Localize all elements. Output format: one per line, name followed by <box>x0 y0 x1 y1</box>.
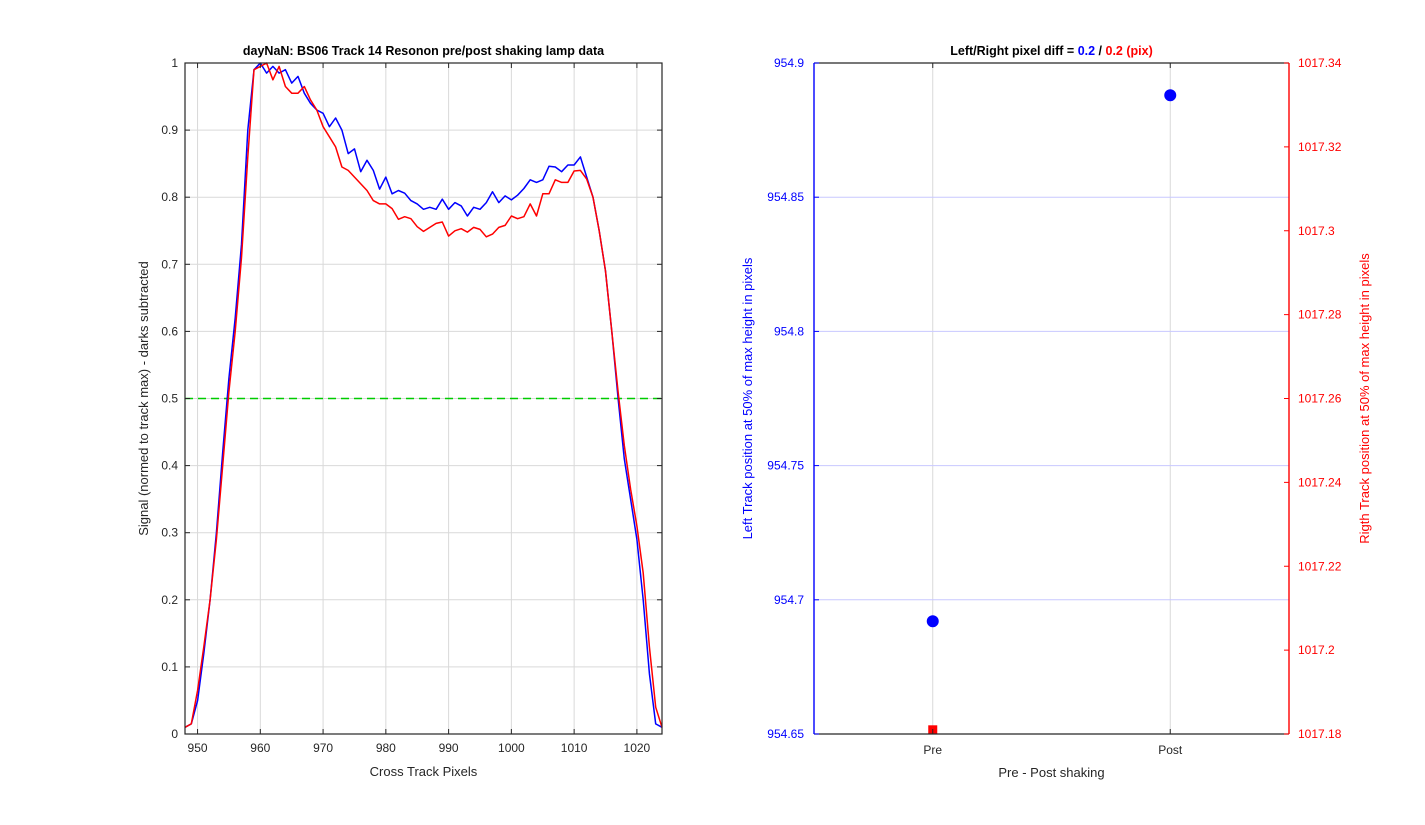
post-shaking-line <box>184 62 663 728</box>
right-x-tick-label: Post <box>1158 743 1183 757</box>
left-ticks: 950 960 970 980 990 1000 1010 1020 0 0.1 0.2 0.3 0.4… <box>161 56 662 755</box>
left-axis-tick-label: 954.85 <box>767 190 804 204</box>
right-x-axis-label: Pre - Post shaking <box>998 765 1104 780</box>
left-y-tick-label: 1 <box>171 56 178 70</box>
left-x-tick-label: 950 <box>188 741 208 755</box>
right-axis-tick-label: 1017.24 <box>1298 475 1342 489</box>
right-axis-tick-label: 1017.32 <box>1298 140 1342 154</box>
left-x-tick-label: 1010 <box>561 741 588 755</box>
left-x-tick-label: 960 <box>250 741 270 755</box>
right-axis-tick-label: 1017.26 <box>1298 392 1342 406</box>
right-left-y-axis-label: Left Track position at 50% of max height… <box>740 257 755 539</box>
left-chart: 950 960 970 980 990 1000 1010 1020 0 0.1 0.2 0.3 0.4… <box>136 44 663 779</box>
left-y-tick-label: 0.9 <box>161 123 178 137</box>
right-axis-tick-label: 1017.28 <box>1298 308 1342 322</box>
right-axis-tick-label: 1017.22 <box>1298 559 1342 573</box>
left-x-tick-label: 1020 <box>624 741 651 755</box>
right-x-tick-label: Pre <box>923 743 942 757</box>
right-axis-tick-label: 1017.3 <box>1298 224 1335 238</box>
left-axis-tick-label: 954.7 <box>774 593 804 607</box>
left-x-tick-label: 980 <box>376 741 396 755</box>
right-title-prefix: Left/Right pixel diff = <box>950 44 1077 58</box>
left-x-tick-label: 990 <box>439 741 459 755</box>
left-y-tick-label: 0.6 <box>161 324 178 338</box>
pre-shaking-line <box>184 62 663 728</box>
right-chart-title: Left/Right pixel diff = 0.2 / 0.2 (pix) <box>950 44 1153 58</box>
left-x-tick-label: 970 <box>313 741 333 755</box>
right-title-right-value: 0.2 (pix) <box>1106 44 1153 58</box>
left-axis-tick-label: 954.75 <box>767 459 804 473</box>
left-y-tick-label: 0.8 <box>161 190 178 204</box>
left-y-tick-label: 0.7 <box>161 257 178 271</box>
left-x-axis-label: Cross Track Pixels <box>370 764 478 779</box>
left-position-point <box>926 615 939 628</box>
left-y-tick-label: 0.2 <box>161 593 178 607</box>
left-y-axis-label: Signal (normed to track max) - darks sub… <box>136 261 151 536</box>
left-y-tick-label: 0 <box>171 727 178 741</box>
left-axis-tick-label: 954.8 <box>774 324 804 338</box>
right-title-left-value: 0.2 <box>1078 44 1095 58</box>
left-chart-title: dayNaN: BS06 Track 14 Resonon pre/post s… <box>243 44 605 58</box>
left-y-tick-label: 0.1 <box>161 660 178 674</box>
left-y-tick-label: 0.5 <box>161 392 178 406</box>
left-series <box>184 62 663 728</box>
right-chart: Pre Post 954.65 954.7 954.75 954.8 954.85 954.9… <box>740 44 1372 780</box>
right-axis-tick-label: 1017.2 <box>1298 643 1335 657</box>
left-y-tick-label: 0.3 <box>161 526 178 540</box>
right-right-y-axis-label: Rigth Track position at 50% of max heigh… <box>1357 253 1372 544</box>
left-position-point <box>1164 89 1177 102</box>
right-title-separator: / <box>1095 44 1105 58</box>
right-ticks: Pre Post 954.65 954.7 954.75 954.8 954.85 954.9… <box>767 56 1341 757</box>
left-axis-tick-label: 954.65 <box>767 727 804 741</box>
left-y-tick-label: 0.4 <box>161 459 178 473</box>
right-axis-tick-label: 1017.18 <box>1298 727 1342 741</box>
left-x-tick-label: 1000 <box>498 741 525 755</box>
right-axis-tick-label: 1017.34 <box>1298 56 1342 70</box>
left-axis-tick-label: 954.9 <box>774 56 804 70</box>
